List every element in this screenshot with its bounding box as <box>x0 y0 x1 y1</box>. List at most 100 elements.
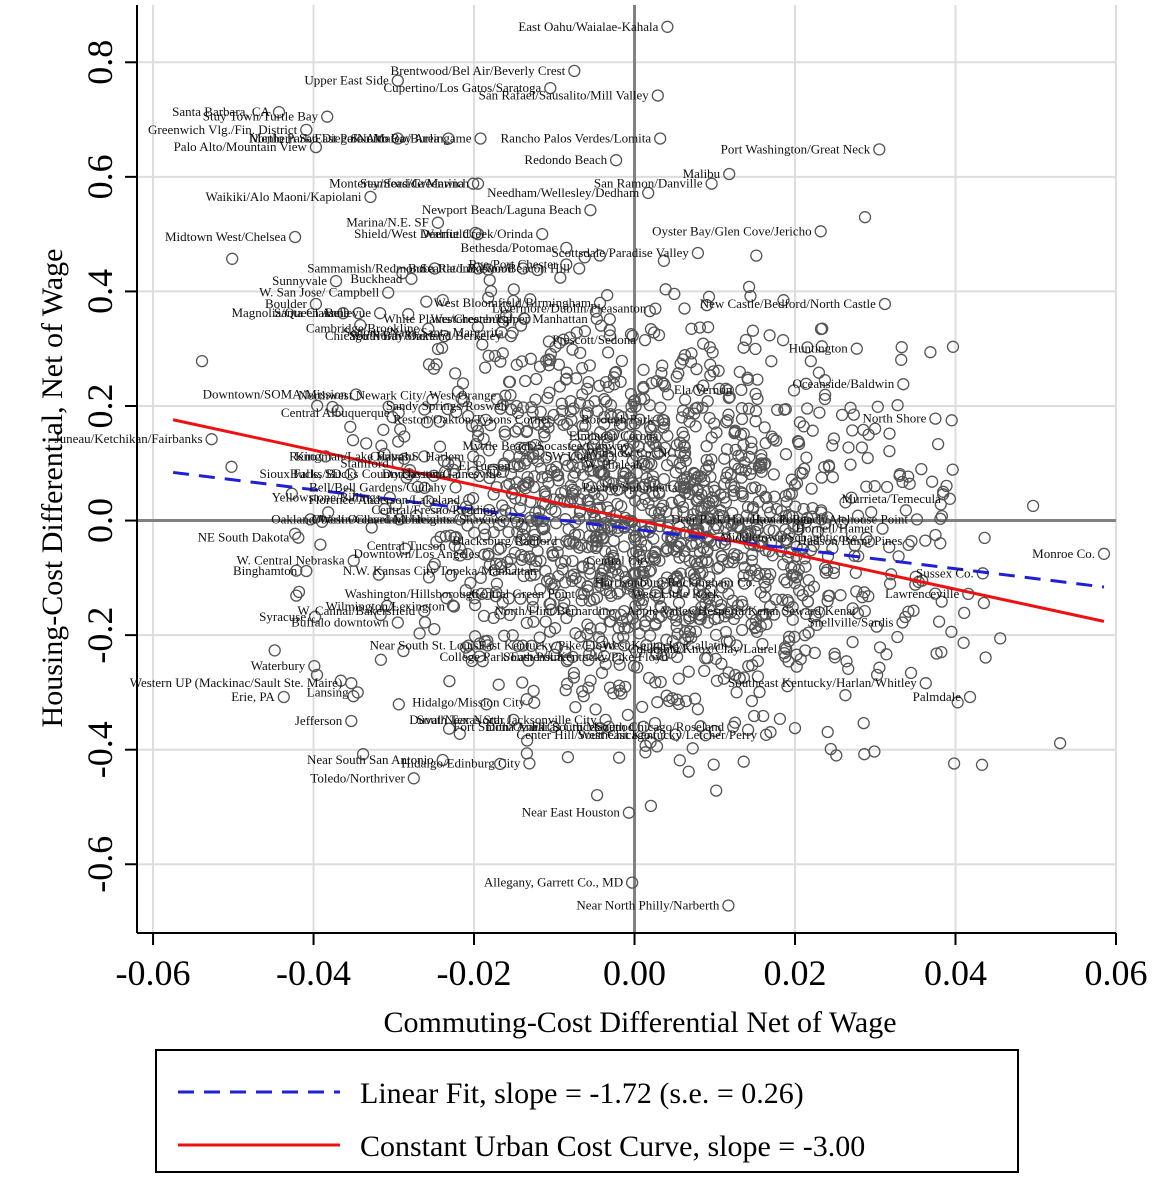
data-point <box>632 548 646 562</box>
point-label: Syracuse <box>259 609 306 624</box>
data-point <box>205 433 218 446</box>
data-point <box>828 647 841 660</box>
data-point <box>750 249 763 262</box>
data-point <box>581 618 594 631</box>
point-label: Scottsdale/Paradise Valley <box>552 245 690 260</box>
data-point <box>581 478 595 491</box>
data-point <box>715 657 728 670</box>
data-point <box>667 480 681 493</box>
data-point <box>883 444 896 458</box>
data-point <box>702 290 716 303</box>
data-point <box>815 504 828 517</box>
data-point <box>418 481 431 494</box>
point-label: Oceanside/Baldwin <box>792 376 894 391</box>
data-point <box>593 579 607 592</box>
data-point <box>736 487 749 500</box>
point-label: Magnolia/Queen Anne <box>231 305 349 320</box>
data-point <box>730 639 743 652</box>
data-point <box>776 593 789 606</box>
data-point <box>389 498 403 512</box>
data-point <box>634 550 647 563</box>
data-point <box>657 648 670 662</box>
data-point <box>915 462 928 476</box>
data-point <box>625 400 638 413</box>
data-point <box>455 392 468 405</box>
data-point <box>311 399 324 412</box>
data-point <box>420 295 433 308</box>
data-point <box>745 694 759 708</box>
data-point <box>723 167 736 181</box>
data-point <box>356 748 370 761</box>
point-label: Boston/Beacon Hill <box>467 261 570 276</box>
point-label: NE South Dakota <box>198 530 290 545</box>
data-point <box>618 622 631 635</box>
data-point <box>611 587 624 600</box>
data-point <box>516 676 529 689</box>
data-point <box>422 358 436 371</box>
data-point <box>707 365 720 378</box>
data-point <box>487 611 500 625</box>
point-label: Juneau/Ketchikan/Fairbanks <box>55 431 203 446</box>
data-point <box>670 650 684 664</box>
point-label: College Park/East Point <box>439 649 564 664</box>
data-point <box>672 596 686 609</box>
data-point <box>439 530 452 543</box>
data-point <box>822 589 835 603</box>
data-point <box>752 460 766 473</box>
data-point <box>568 466 582 479</box>
data-point <box>592 631 606 644</box>
data-point <box>979 651 992 664</box>
data-point <box>925 475 939 488</box>
data-point <box>617 540 631 553</box>
data-point <box>814 322 828 336</box>
data-point <box>526 600 540 614</box>
data-point <box>595 666 609 679</box>
data-point <box>934 498 947 511</box>
y-axis-title: Housing-Cost Differential, Net of Wage <box>36 249 69 728</box>
data-point <box>277 690 290 704</box>
data-point <box>497 629 511 642</box>
data-point <box>675 411 689 424</box>
data-point <box>516 639 529 652</box>
data-point <box>638 492 652 505</box>
data-point <box>623 430 636 443</box>
data-point <box>700 453 713 467</box>
data-point <box>463 493 476 507</box>
data-point <box>553 413 567 426</box>
data-point <box>657 254 671 267</box>
data-point <box>636 455 650 468</box>
data-point <box>433 440 447 453</box>
data-point <box>870 620 883 633</box>
data-point <box>612 751 626 764</box>
data-point <box>572 512 586 525</box>
data-point <box>951 696 964 709</box>
data-point <box>613 658 626 671</box>
data-point <box>692 383 706 397</box>
data-point <box>402 468 416 481</box>
data-point <box>703 496 716 510</box>
data-point <box>454 549 467 562</box>
data-point <box>471 320 484 333</box>
data-point <box>701 321 715 334</box>
point-label: Downtown/SOMA/Mission <box>203 387 348 402</box>
data-point <box>519 478 532 491</box>
data-point <box>479 361 492 374</box>
data-point <box>814 225 827 238</box>
data-point <box>514 533 527 547</box>
data-point <box>739 333 753 347</box>
data-point <box>759 607 773 621</box>
data-point <box>544 597 557 611</box>
data-point <box>904 666 918 680</box>
data-point <box>433 415 446 428</box>
data-point <box>560 372 573 385</box>
data-point <box>524 352 537 365</box>
data-point <box>599 713 612 727</box>
data-point <box>891 630 904 644</box>
data-point <box>535 644 548 657</box>
point-label: Bell/Bell Gardens/Cudahy <box>309 479 447 494</box>
data-point <box>392 698 405 711</box>
data-point <box>947 757 961 770</box>
data-point <box>581 627 594 641</box>
data-point <box>516 528 529 541</box>
data-point <box>290 589 303 602</box>
